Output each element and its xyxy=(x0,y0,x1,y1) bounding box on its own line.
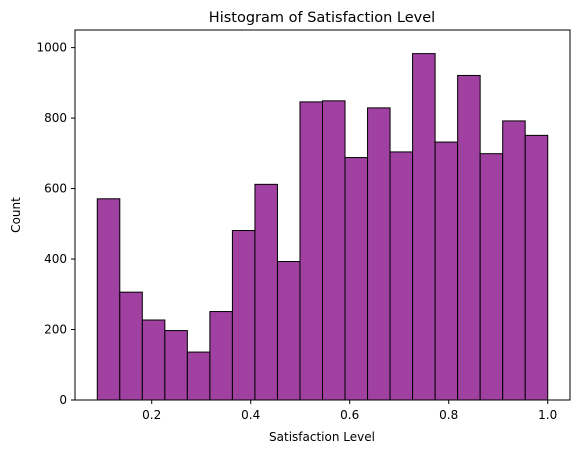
y-tick-label: 800 xyxy=(44,111,67,125)
histogram-bar xyxy=(458,75,481,400)
x-axis-ticks: 0.2 0.4 0.6 0.8 1.0 xyxy=(142,400,557,422)
histogram-bar xyxy=(345,158,368,400)
chart-title: Histogram of Satisfaction Level xyxy=(209,10,435,26)
histogram-bar xyxy=(368,108,391,400)
x-tick-label: 1.0 xyxy=(538,408,557,422)
histogram-bar xyxy=(323,101,346,400)
y-tick-label: 600 xyxy=(44,182,67,196)
histogram-bar xyxy=(435,142,458,400)
y-tick-label: 200 xyxy=(44,323,67,337)
y-axis-ticks: 0 200 400 600 800 1000 xyxy=(36,41,75,407)
histogram-bar xyxy=(480,154,503,400)
histogram-bar xyxy=(232,231,255,400)
histogram-bar xyxy=(255,184,278,400)
histogram-bar xyxy=(142,320,165,400)
histogram-bar xyxy=(390,152,413,400)
y-tick-label: 0 xyxy=(59,393,67,407)
histogram-bar xyxy=(277,262,300,400)
histogram-bar xyxy=(97,199,120,400)
histogram-bar xyxy=(300,102,323,400)
histogram-bar xyxy=(120,292,143,400)
x-tick-label: 0.4 xyxy=(241,408,260,422)
x-axis-label: Satisfaction Level xyxy=(269,430,375,444)
histogram-bar xyxy=(413,54,436,400)
x-tick-label: 0.6 xyxy=(340,408,359,422)
histogram-bar xyxy=(503,121,526,400)
x-tick-label: 0.8 xyxy=(439,408,458,422)
histogram-bar xyxy=(210,312,233,400)
histogram-bar xyxy=(165,331,188,400)
bars-group xyxy=(97,54,547,400)
y-axis-label: Count xyxy=(9,197,23,233)
y-tick-label: 1000 xyxy=(36,41,67,55)
histogram-bar xyxy=(187,352,210,400)
y-tick-label: 400 xyxy=(44,252,67,266)
x-tick-label: 0.2 xyxy=(142,408,161,422)
histogram-bar xyxy=(525,135,548,400)
